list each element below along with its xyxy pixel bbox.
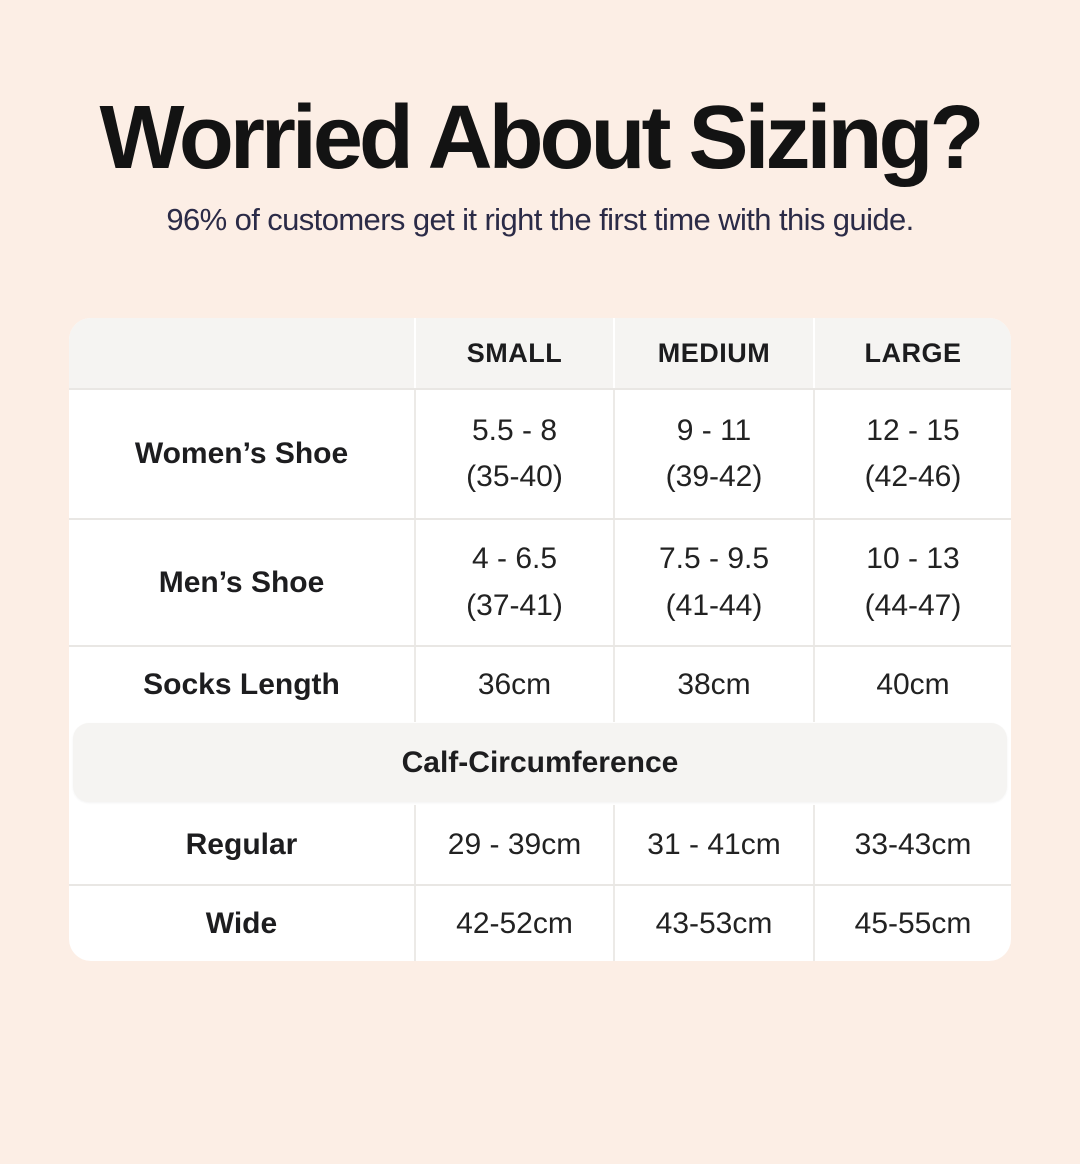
cell-regular-large: 33-43cm: [813, 805, 1011, 885]
value-line: 5.5 - 8: [471, 413, 558, 447]
row-womens-shoe: Women’s Shoe 5.5 - 8 (35-40) 9 - 11 (39-…: [69, 390, 1011, 519]
section-header-calf-circumference: Calf-Circumference: [73, 723, 1007, 803]
row-wide: Wide 42-52cm 43-53cm 45-55cm: [69, 884, 1011, 962]
cell-mens-large: 10 - 13 (44-47): [813, 520, 1011, 646]
cell-womens-small: 5.5 - 8 (35-40): [414, 390, 613, 519]
cell-wide-medium: 43-53cm: [613, 886, 813, 962]
cell-socks-small: 36cm: [414, 647, 613, 723]
header-cell-small: SMALL: [414, 318, 613, 389]
header-cell-empty: [69, 318, 414, 388]
cell-socks-medium: 38cm: [613, 647, 813, 723]
cell-mens-small: 4 - 6.5 (37-41): [414, 520, 613, 646]
sizing-guide-page: Worried About Sizing? 96% of customers g…: [0, 84, 1080, 1164]
cell-regular-medium: 31 - 41cm: [613, 805, 813, 885]
cell-womens-large: 12 - 15 (42-46): [813, 390, 1011, 519]
value-line: (39-42): [665, 460, 763, 494]
cell-womens-medium: 9 - 11 (39-42): [613, 390, 813, 519]
value-line: 10 - 13: [866, 542, 960, 576]
cell-socks-large: 40cm: [813, 647, 1011, 723]
value-line: 9 - 11: [676, 413, 752, 447]
value-line: 7.5 - 9.5: [658, 542, 770, 576]
cell-regular-small: 29 - 39cm: [414, 805, 613, 885]
cell-mens-medium: 7.5 - 9.5 (41-44): [613, 520, 813, 646]
page-subtitle: 96% of customers get it right the first …: [166, 202, 914, 237]
table-header-row: SMALL MEDIUM LARGE: [69, 318, 1011, 391]
page-title: Worried About Sizing?: [99, 88, 985, 188]
row-mens-shoe: Men’s Shoe 4 - 6.5 (37-41) 7.5 - 9.5 (41…: [69, 518, 1011, 646]
value-line: 4 - 6.5: [471, 542, 558, 576]
value-line: (42-46): [864, 460, 962, 494]
header-cell-large: LARGE: [813, 318, 1011, 389]
row-label-mens-shoe: Men’s Shoe: [158, 565, 325, 599]
section-header-row: Calf-Circumference: [69, 722, 1011, 806]
header-cell-medium: MEDIUM: [613, 318, 813, 389]
cell-wide-small: 42-52cm: [414, 886, 613, 962]
row-label-regular: Regular: [185, 827, 298, 861]
row-label-wide: Wide: [205, 906, 278, 940]
value-line: (37-41): [466, 588, 563, 622]
size-chart-table: SMALL MEDIUM LARGE Women’s Shoe 5.5 - 8 …: [69, 318, 1011, 962]
row-label-socks-length: Socks Length: [143, 667, 340, 701]
value-line: 12 - 15: [866, 413, 960, 447]
row-label-womens-shoe: Women’s Shoe: [134, 437, 349, 471]
value-line: (41-44): [665, 588, 763, 622]
value-line: (44-47): [864, 588, 962, 622]
row-regular: Regular 29 - 39cm 31 - 41cm 33-43cm: [69, 805, 1011, 885]
row-socks-length: Socks Length 36cm 38cm 40cm: [69, 645, 1011, 723]
cell-wide-large: 45-55cm: [813, 886, 1011, 962]
value-line: (35-40): [466, 460, 563, 494]
